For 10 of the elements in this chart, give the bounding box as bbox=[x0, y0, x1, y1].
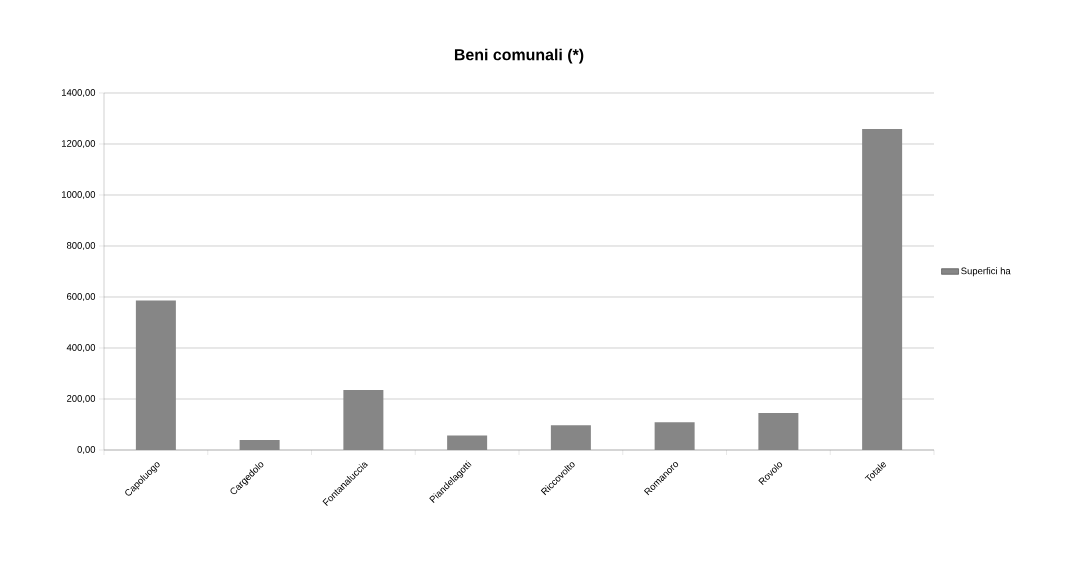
y-tick-label: 1200,00 bbox=[61, 140, 96, 148]
y-tick-label: 400,00 bbox=[66, 344, 96, 352]
y-tick-label: 600,00 bbox=[67, 293, 96, 301]
y-tick-label: 200,00 bbox=[67, 395, 96, 403]
chart-title: Beni comunali (*) bbox=[454, 48, 584, 64]
y-tick-label: 0,00 bbox=[77, 446, 96, 454]
y-tick-label: 1000,00 bbox=[61, 191, 96, 199]
legend-label: Superfici ha bbox=[961, 267, 1011, 277]
y-tick-label: 1400,00 bbox=[61, 89, 96, 97]
y-tick-label: 800,00 bbox=[66, 242, 96, 250]
